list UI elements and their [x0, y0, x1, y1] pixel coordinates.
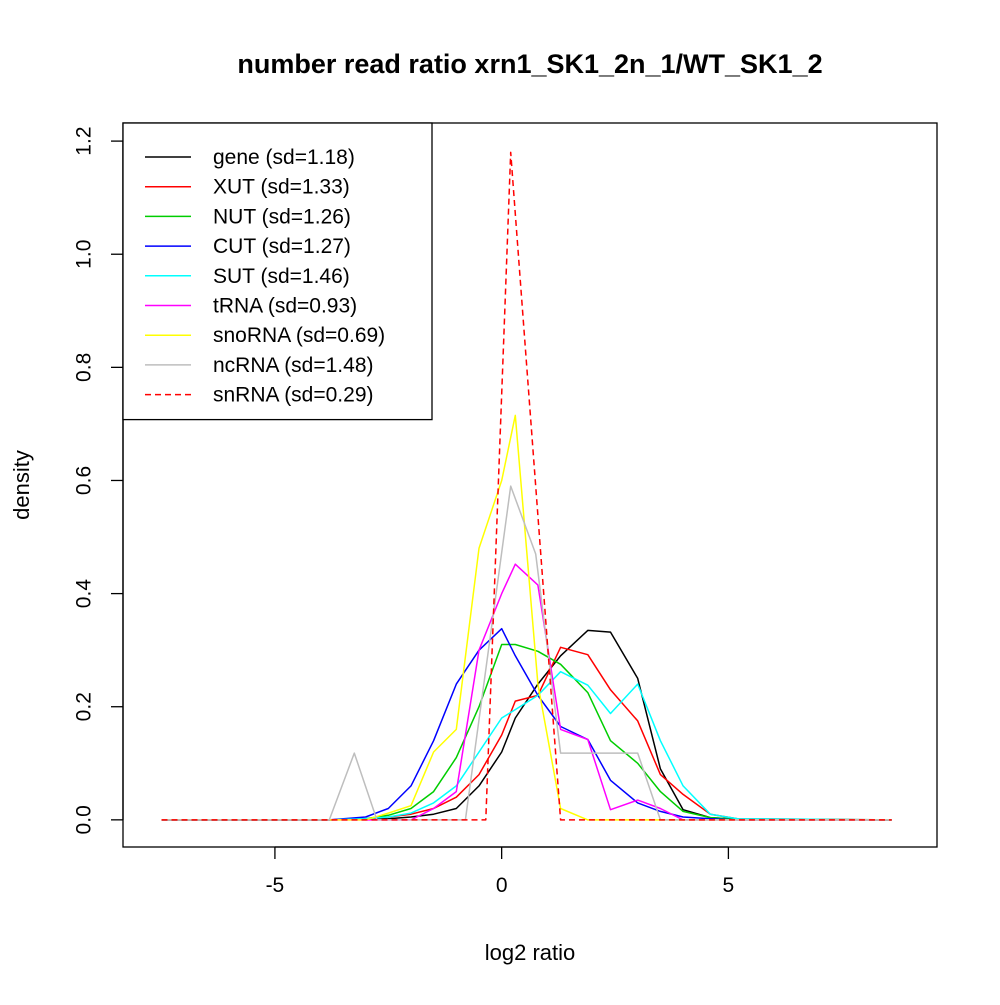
- legend-label: ncRNA (sd=1.48): [213, 354, 374, 377]
- y-tick-label: 0.8: [73, 353, 96, 382]
- y-axis-label: density: [9, 450, 34, 520]
- legend-label: gene (sd=1.18): [213, 146, 355, 169]
- x-axis: -5 0 5: [266, 846, 735, 897]
- legend: gene (sd=1.18) XUT (sd=1.33) NUT (sd=1.26)…: [122, 122, 433, 421]
- y-axis: 0.0 0.2 0.4 0.6 0.8 1.0 1.2: [73, 126, 124, 834]
- series-layer: [161, 151, 892, 821]
- legend-box: [122, 122, 433, 421]
- y-tick-label: 0.2: [73, 692, 96, 721]
- series-line-7: [161, 485, 892, 821]
- legend-label: NUT (sd=1.26): [213, 205, 351, 228]
- legend-label: snoRNA (sd=0.69): [213, 324, 385, 347]
- chart-title: number read ratio xrn1_SK1_2n_1/WT_SK1_2: [237, 49, 822, 79]
- legend-label: CUT (sd=1.27): [213, 235, 351, 258]
- y-tick-label: 0.0: [73, 805, 96, 834]
- y-tick-label: 0.4: [73, 579, 96, 609]
- series-line-3: [161, 627, 892, 821]
- series-line-4: [161, 670, 892, 821]
- y-tick-label: 1.0: [73, 240, 96, 269]
- y-tick-label: 1.2: [73, 126, 96, 155]
- legend-label: tRNA (sd=0.93): [213, 295, 357, 318]
- legend-label: snRNA (sd=0.29): [213, 384, 374, 407]
- x-axis-label: log2 ratio: [485, 940, 576, 965]
- series-line-2: [161, 643, 892, 821]
- x-tick-label: -5: [266, 874, 285, 897]
- y-tick-label: 0.6: [73, 466, 96, 495]
- series-line-0: [161, 629, 892, 821]
- legend-label: XUT (sd=1.33): [213, 176, 350, 199]
- legend-label: SUT (sd=1.46): [213, 265, 350, 288]
- series-line-8: [161, 151, 892, 821]
- x-tick-label: 5: [723, 874, 735, 897]
- x-tick-label: 0: [496, 874, 508, 897]
